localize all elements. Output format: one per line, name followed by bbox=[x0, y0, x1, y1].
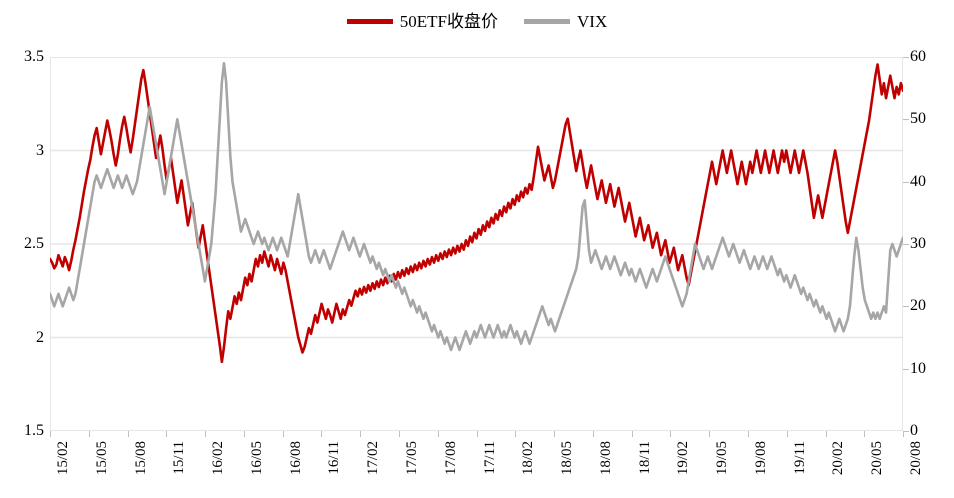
x-tick-mark bbox=[50, 431, 51, 437]
x-tick-label: 18/02 bbox=[520, 441, 537, 476]
x-tick-mark bbox=[825, 431, 827, 437]
y-right-tick-label: 30 bbox=[910, 235, 926, 252]
x-tick-label: 16/11 bbox=[326, 441, 343, 475]
x-tick-mark bbox=[670, 431, 672, 437]
x-tick-label: 15/11 bbox=[171, 441, 188, 475]
y-right-tick-mark bbox=[903, 181, 909, 183]
x-tick-label: 18/08 bbox=[597, 441, 614, 476]
x-tick-mark bbox=[515, 431, 517, 437]
y-right-tick-mark bbox=[903, 119, 909, 121]
y-left-tick-label: 2.5 bbox=[24, 235, 44, 252]
y-right-tick-mark bbox=[903, 244, 909, 245]
x-tick-mark bbox=[437, 431, 439, 437]
x-tick-label: 20/02 bbox=[830, 441, 847, 476]
x-tick-mark bbox=[747, 431, 749, 437]
x-tick-label: 15/05 bbox=[93, 441, 110, 476]
y-right-tick-label: 40 bbox=[910, 172, 926, 190]
x-tick-label: 17/08 bbox=[442, 441, 459, 476]
x-tick-label: 16/05 bbox=[248, 441, 265, 476]
x-tick-mark bbox=[282, 431, 284, 437]
x-tick-label: 20/05 bbox=[869, 441, 886, 476]
x-tick-label: 20/08 bbox=[908, 441, 924, 476]
y-left-tick-label: 3.5 bbox=[24, 48, 44, 65]
y-left-tick-label: 1.5 bbox=[24, 422, 44, 439]
x-tick-mark bbox=[360, 431, 362, 437]
x-tick-mark bbox=[864, 431, 866, 437]
x-tick-label: 18/11 bbox=[636, 441, 653, 475]
x-tick-label: 19/08 bbox=[752, 441, 769, 476]
y-left-tick-label: 3 bbox=[36, 141, 44, 159]
line-swatch-red-icon bbox=[346, 18, 393, 24]
x-tick-label: 17/05 bbox=[403, 441, 420, 476]
legend-label-vix: VIX bbox=[577, 11, 608, 31]
x-tick-label: 18/05 bbox=[559, 441, 576, 476]
plot-area bbox=[50, 57, 903, 431]
x-tick-label: 15/02 bbox=[55, 441, 71, 476]
x-tick-label: 16/02 bbox=[210, 441, 227, 476]
x-tick-mark bbox=[476, 431, 478, 437]
y-right-tick-label: 60 bbox=[910, 48, 926, 65]
x-axis: 15/02 15/05 15/08 15/11 16/02 16/05 16/08 16/11… bbox=[50, 431, 924, 498]
x-tick-label: 19/05 bbox=[714, 441, 731, 476]
x-tick-label: 16/08 bbox=[287, 441, 304, 476]
x-tick-label: 15/08 bbox=[132, 441, 149, 476]
y-right-tick-mark bbox=[903, 57, 909, 58]
legend-label-etf: 50ETF收盘价 bbox=[399, 11, 498, 31]
x-tick-label: 19/02 bbox=[675, 441, 692, 476]
x-tick-label: 19/11 bbox=[791, 441, 808, 475]
y-right-tick-label: 50 bbox=[910, 110, 926, 128]
y-left-tick-label: 2 bbox=[36, 328, 44, 346]
x-tick-mark bbox=[903, 431, 904, 437]
y-right-tick-mark bbox=[903, 431, 909, 432]
x-tick-mark bbox=[88, 431, 90, 437]
x-tick-mark bbox=[709, 431, 711, 437]
chart-legend: 50ETF收盘价 VIX bbox=[0, 6, 954, 36]
x-tick-mark bbox=[554, 431, 555, 437]
y-axis-right: 0 10 20 30 40 50 60 bbox=[903, 49, 950, 439]
legend-item-etf: 50ETF收盘价 bbox=[346, 11, 498, 31]
x-tick-mark bbox=[321, 431, 323, 437]
plot-svg bbox=[50, 61, 903, 364]
x-tick-mark bbox=[631, 431, 633, 437]
x-tick-mark bbox=[786, 431, 788, 437]
y-right-tick-label: 0 bbox=[910, 422, 918, 439]
y-axis-left: 1.5 2 2.5 3 3.5 bbox=[0, 49, 44, 439]
x-tick-mark bbox=[399, 431, 400, 437]
line-swatch-gray-icon bbox=[524, 18, 570, 24]
x-tick-mark bbox=[127, 431, 129, 437]
x-tick-mark bbox=[243, 431, 245, 437]
y-right-tick-mark bbox=[903, 368, 909, 370]
legend-item-vix: VIX bbox=[524, 13, 607, 30]
x-tick-label: 17/02 bbox=[365, 441, 382, 476]
x-tick-mark bbox=[205, 431, 207, 437]
x-tick-mark bbox=[592, 431, 594, 437]
y-right-tick-label: 10 bbox=[910, 359, 926, 377]
y-right-tick-mark bbox=[903, 306, 909, 308]
x-tick-mark bbox=[166, 431, 168, 437]
y-right-tick-label: 20 bbox=[910, 297, 926, 315]
x-tick-label: 17/11 bbox=[481, 441, 498, 475]
